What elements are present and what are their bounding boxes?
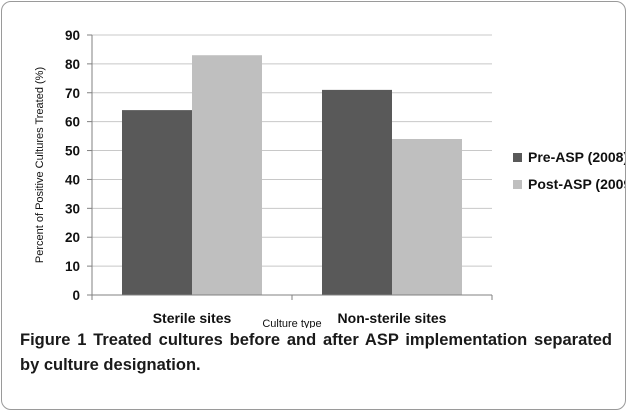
y-tick-label: 40 [65, 172, 80, 187]
legend-label: Pre-ASP (2008) [528, 149, 626, 165]
y-tick-label: 90 [65, 28, 80, 43]
legend-swatch [513, 180, 522, 189]
y-tick-label: 30 [65, 201, 80, 216]
legend: Pre-ASP (2008) Post-ASP (2009) [513, 149, 626, 192]
caption-label: Figure 1 [20, 331, 87, 349]
figure-caption: Figure 1 Treated cultures before and aft… [20, 328, 612, 378]
y-tick-label: 60 [65, 115, 80, 130]
category-label: Non-sterile sites [338, 310, 447, 326]
x-axis-label: Culture type [262, 318, 321, 328]
y-axis-label: Percent of Positive Cultures Treated (%) [34, 67, 46, 263]
bar [322, 89, 392, 295]
bar [392, 139, 462, 295]
bar-chart: 0 10 20 30 40 50 60 70 80 90 Sterile sites Non-ste… [34, 28, 626, 328]
legend-label: Post-ASP (2009) [528, 176, 626, 192]
category-label: Sterile sites [153, 310, 232, 326]
bars [122, 55, 462, 295]
y-tick-label: 20 [65, 230, 80, 245]
y-tick-label: 0 [72, 288, 80, 303]
y-tick-label: 50 [65, 144, 80, 159]
y-tick-labels: 0 10 20 30 40 50 60 70 80 90 [65, 28, 92, 303]
legend-swatch [513, 153, 522, 162]
bar [192, 55, 262, 295]
axes [91, 35, 493, 300]
y-tick-label: 10 [65, 259, 80, 274]
y-tick-label: 80 [65, 57, 80, 72]
caption-text: Treated cultures before and after ASP im… [20, 331, 612, 374]
category-labels: Sterile sites Non-sterile sites [153, 310, 447, 326]
y-tick-label: 70 [65, 86, 80, 101]
bar [122, 110, 192, 295]
